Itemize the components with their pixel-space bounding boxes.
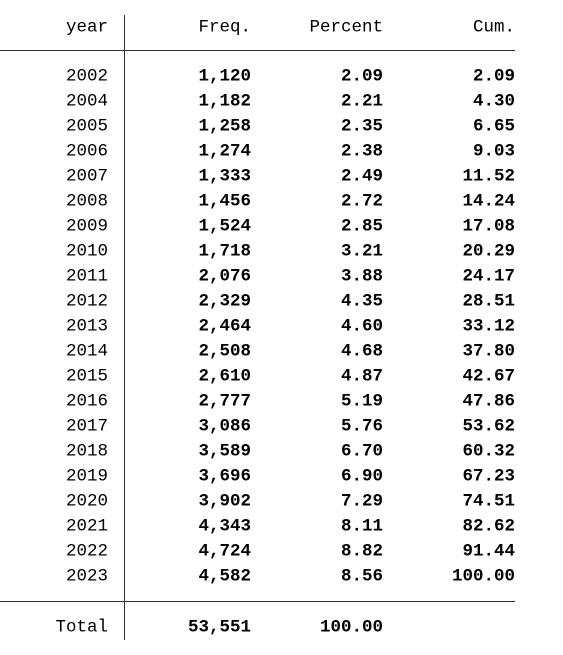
column-header: Freq. (198, 18, 251, 38)
cell: 3,086 (198, 417, 251, 437)
cell: 2,777 (198, 392, 251, 412)
cell: 2,329 (198, 292, 251, 312)
cell: 42.67 (462, 367, 515, 387)
cell: 4.60 (341, 317, 383, 337)
cell: 2.38 (341, 142, 383, 162)
row-label: 2013 (66, 317, 108, 337)
cell: 3,589 (198, 442, 251, 462)
cell: 37.80 (462, 342, 515, 362)
row-label: 2006 (66, 142, 108, 162)
cell: 8.56 (341, 567, 383, 587)
cell: 1,120 (198, 67, 251, 87)
cell: 4.68 (341, 342, 383, 362)
cell: 82.62 (462, 517, 515, 537)
cell: 6.65 (473, 117, 515, 137)
cell: 2.21 (341, 92, 383, 112)
cell: 24.17 (462, 267, 515, 287)
cell: 6.70 (341, 442, 383, 462)
cell: 4.35 (341, 292, 383, 312)
cell: 2,076 (198, 267, 251, 287)
cell: 11.52 (462, 167, 515, 187)
cell: 91.44 (462, 542, 515, 562)
cell: 47.86 (462, 392, 515, 412)
row-label: 2010 (66, 242, 108, 262)
cell: 8.11 (341, 517, 383, 537)
cell: 1,333 (198, 167, 251, 187)
cell: 6.90 (341, 467, 383, 487)
cell: 2.09 (473, 67, 515, 87)
cell: 3.88 (341, 267, 383, 287)
cell: 53.62 (462, 417, 515, 437)
cell: 2.85 (341, 217, 383, 237)
total-cell: 100.00 (320, 618, 383, 638)
cell: 14.24 (462, 192, 515, 212)
cell: 1,456 (198, 192, 251, 212)
cell: 2,464 (198, 317, 251, 337)
cell: 74.51 (462, 492, 515, 512)
cell: 3.21 (341, 242, 383, 262)
cell: 3,902 (198, 492, 251, 512)
row-label: 2011 (66, 267, 108, 287)
cell: 1,182 (198, 92, 251, 112)
cell: 2.35 (341, 117, 383, 137)
row-label: 2017 (66, 417, 108, 437)
cell: 2.09 (341, 67, 383, 87)
cell: 5.19 (341, 392, 383, 412)
cell: 2.72 (341, 192, 383, 212)
row-label: 2020 (66, 492, 108, 512)
row-label: 2019 (66, 467, 108, 487)
row-label: 2009 (66, 217, 108, 237)
row-label: 2007 (66, 167, 108, 187)
row-label: 2016 (66, 392, 108, 412)
row-label: 2022 (66, 542, 108, 562)
row-label: 2015 (66, 367, 108, 387)
cell: 4.87 (341, 367, 383, 387)
cell: 7.29 (341, 492, 383, 512)
cell: 4,343 (198, 517, 251, 537)
cell: 1,274 (198, 142, 251, 162)
cell: 100.00 (452, 567, 515, 587)
cell: 67.23 (462, 467, 515, 487)
total-cell: 53,551 (188, 618, 251, 638)
column-header: Cum. (473, 18, 515, 38)
row-label: 2021 (66, 517, 108, 537)
cell: 33.12 (462, 317, 515, 337)
row-label: 2018 (66, 442, 108, 462)
cell: 1,524 (198, 217, 251, 237)
total-label: Total (55, 618, 108, 638)
cell: 4,724 (198, 542, 251, 562)
cell: 2,508 (198, 342, 251, 362)
row-label: 2008 (66, 192, 108, 212)
row-label: 2014 (66, 342, 108, 362)
cell: 2.49 (341, 167, 383, 187)
row-label: 2005 (66, 117, 108, 137)
cell: 9.03 (473, 142, 515, 162)
cell: 17.08 (462, 217, 515, 237)
cell: 8.82 (341, 542, 383, 562)
cell: 1,718 (198, 242, 251, 262)
cell: 28.51 (462, 292, 515, 312)
row-label: 2004 (66, 92, 108, 112)
row-label: 2023 (66, 567, 108, 587)
cell: 4,582 (198, 567, 251, 587)
column-header: Percent (309, 18, 383, 38)
cell: 2,610 (198, 367, 251, 387)
column-header: year (66, 18, 108, 38)
cell: 60.32 (462, 442, 515, 462)
cell: 1,258 (198, 117, 251, 137)
cell: 3,696 (198, 467, 251, 487)
cell: 4.30 (473, 92, 515, 112)
row-label: 2012 (66, 292, 108, 312)
cell: 5.76 (341, 417, 383, 437)
row-label: 2002 (66, 67, 108, 87)
cell: 20.29 (462, 242, 515, 262)
